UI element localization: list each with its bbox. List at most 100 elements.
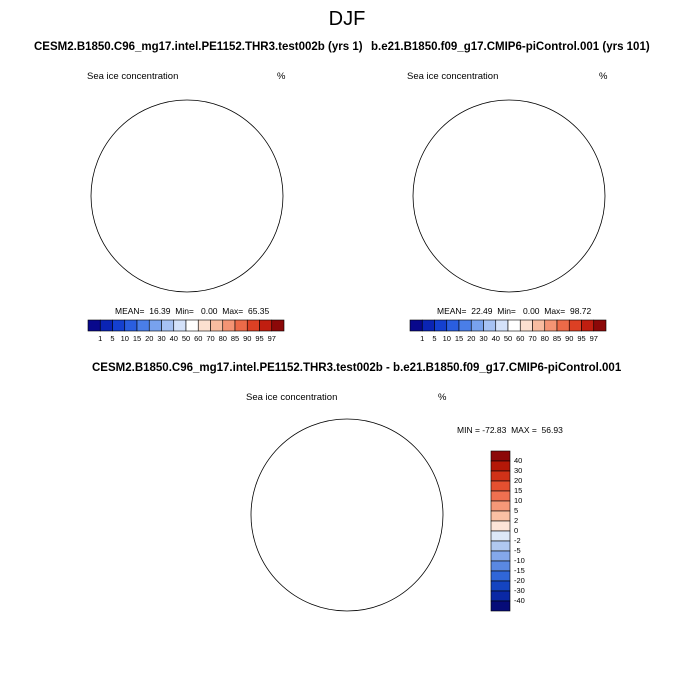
diff-colorbar-tick-label: -30 [514, 586, 525, 595]
left-colorbar-tick-label: 70 [206, 334, 215, 343]
right-colorbar-color-box [593, 319, 607, 332]
right-colorbar-tick-label: 85 [552, 334, 562, 343]
diff-colorbar-color-box [490, 570, 511, 582]
right-colorbar-color-box [434, 319, 448, 332]
right-units-label: % [599, 71, 608, 82]
left-case-title: CESM2.B1850.C96_mg17.intel.PE1152.THR3.t… [34, 41, 363, 53]
left-colorbar-color-box [112, 319, 126, 332]
right-colorbar-color-box [458, 319, 472, 332]
left-colorbar-tick-label: 20 [145, 334, 154, 343]
right-colorbar-tick-label: 60 [516, 334, 525, 343]
left-colorbar-tick-label: 95 [255, 334, 264, 343]
diff-colorbar-tick-label: 2 [514, 516, 519, 525]
diff-colorbar-tick-label: -15 [514, 566, 525, 575]
right-colorbar-color-box [544, 319, 558, 332]
right-case-title: b.e21.B1850.f09_g17.CMIP6-piControl.001 … [371, 41, 650, 53]
right-variable-label: Sea ice concentration [407, 71, 499, 82]
right-colorbar-tick-label: 30 [479, 334, 488, 343]
right-colorbar-tick-label: 10 [442, 334, 451, 343]
left-colorbar-tick-label: 90 [243, 334, 252, 343]
diff-colorbar-color-box [490, 550, 511, 562]
right-colorbar-tick-label: 40 [491, 334, 500, 343]
diff-colorbar-tick-label: 40 [514, 456, 523, 465]
diff-colorbar-color-box [490, 580, 511, 592]
left-colorbar-tick-label: 85 [230, 334, 240, 343]
diff-colorbar-tick-label: 30 [514, 466, 523, 475]
right-colorbar-color-box [421, 319, 435, 332]
right-colorbar-color-box [495, 319, 509, 332]
diff-case-title: CESM2.B1850.C96_mg17.intel.PE1152.THR3.t… [92, 362, 622, 374]
right-colorbar-color-box [446, 319, 460, 332]
right-stats: MEAN= 22.49 Min= 0.00 Max= 98.72 [437, 306, 592, 316]
left-colorbar-color-box [185, 319, 199, 332]
diff-colorbar-tick-label: -2 [514, 536, 521, 545]
diff-colorbar-tick-label: 0 [514, 526, 519, 535]
left-colorbar-color-box [246, 319, 260, 332]
left-colorbar-color-box [148, 319, 162, 332]
diff-colorbar-color-box [490, 560, 511, 572]
right-colorbar-color-box [409, 319, 423, 332]
left-stats: MEAN= 16.39 Min= 0.00 Max= 65.35 [115, 306, 270, 316]
left-colorbar-tick-label: 50 [181, 334, 191, 343]
left-colorbar-tick-label: 80 [218, 334, 227, 343]
diff-variable-label: Sea ice concentration [246, 392, 338, 403]
right-colorbar-tick-label: 90 [565, 334, 574, 343]
left-colorbar-color-box [210, 319, 224, 332]
diff-colorbar-color-box [490, 590, 511, 602]
left-units-label: % [277, 71, 286, 82]
left-colorbar-color-box [136, 319, 150, 332]
diff-colorbar-color-box [490, 530, 511, 542]
diff-units-label: % [438, 392, 447, 403]
diff-colorbar-color-box [490, 510, 511, 522]
right-colorbar-color-box [507, 319, 521, 332]
right-colorbar-tick-label: 15 [454, 334, 464, 343]
left-colorbar-color-box [271, 319, 285, 332]
diff-colorbar-color-box [490, 600, 511, 612]
diff-colorbar-color-box [490, 450, 511, 462]
diff-colorbar-tick-label: 5 [514, 506, 519, 515]
left-colorbar-color-box [124, 319, 138, 332]
right-colorbar-tick-label: 97 [589, 334, 598, 343]
left-colorbar-tick-label: 5 [110, 334, 115, 343]
left-colorbar-tick-label: 40 [169, 334, 178, 343]
left-colorbar-tick-label: 15 [132, 334, 142, 343]
left-colorbar-color-box [234, 319, 248, 332]
figure-title: DJF [328, 8, 366, 30]
right-colorbar-color-box [483, 319, 497, 332]
right-colorbar-color-box [532, 319, 546, 332]
left-colorbar-color-box [87, 319, 101, 332]
diff-colorbar-tick-label: -20 [514, 576, 525, 585]
diff-colorbar-tick-label: -40 [514, 596, 525, 605]
left-colorbar-color-box [222, 319, 236, 332]
left-colorbar-tick-label: 60 [194, 334, 203, 343]
right-colorbar-tick-label: 1 [420, 334, 425, 343]
right-colorbar-tick-label: 95 [577, 334, 586, 343]
right-colorbar-color-box [568, 319, 582, 332]
diff-colorbar-tick-label: -5 [514, 546, 521, 555]
diff-colorbar-tick-label: 15 [514, 486, 523, 495]
left-colorbar-tick-label: 97 [267, 334, 276, 343]
right-colorbar-tick-label: 50 [503, 334, 513, 343]
left-colorbar-color-box [259, 319, 273, 332]
left-colorbar-color-box [197, 319, 211, 332]
diff-colorbar-color-box [490, 520, 511, 532]
right-colorbar-color-box [470, 319, 484, 332]
right-colorbar-tick-label: 5 [432, 334, 437, 343]
right-colorbar-color-box [581, 319, 595, 332]
diff-colorbar-tick-label: 20 [514, 476, 523, 485]
right-colorbar-color-box [556, 319, 570, 332]
left-colorbar-color-box [173, 319, 187, 332]
right-colorbar-tick-label: 20 [467, 334, 476, 343]
diff-colorbar-color-box [490, 460, 511, 472]
diff-colorbar-color-box [490, 540, 511, 552]
diff-colorbar-color-box [490, 490, 511, 502]
diff-colorbar-color-box [490, 470, 511, 482]
left-variable-label: Sea ice concentration [87, 71, 179, 82]
left-colorbar-color-box [99, 319, 113, 332]
right-colorbar-tick-label: 70 [528, 334, 537, 343]
diff-colorbar-color-box [490, 500, 511, 512]
